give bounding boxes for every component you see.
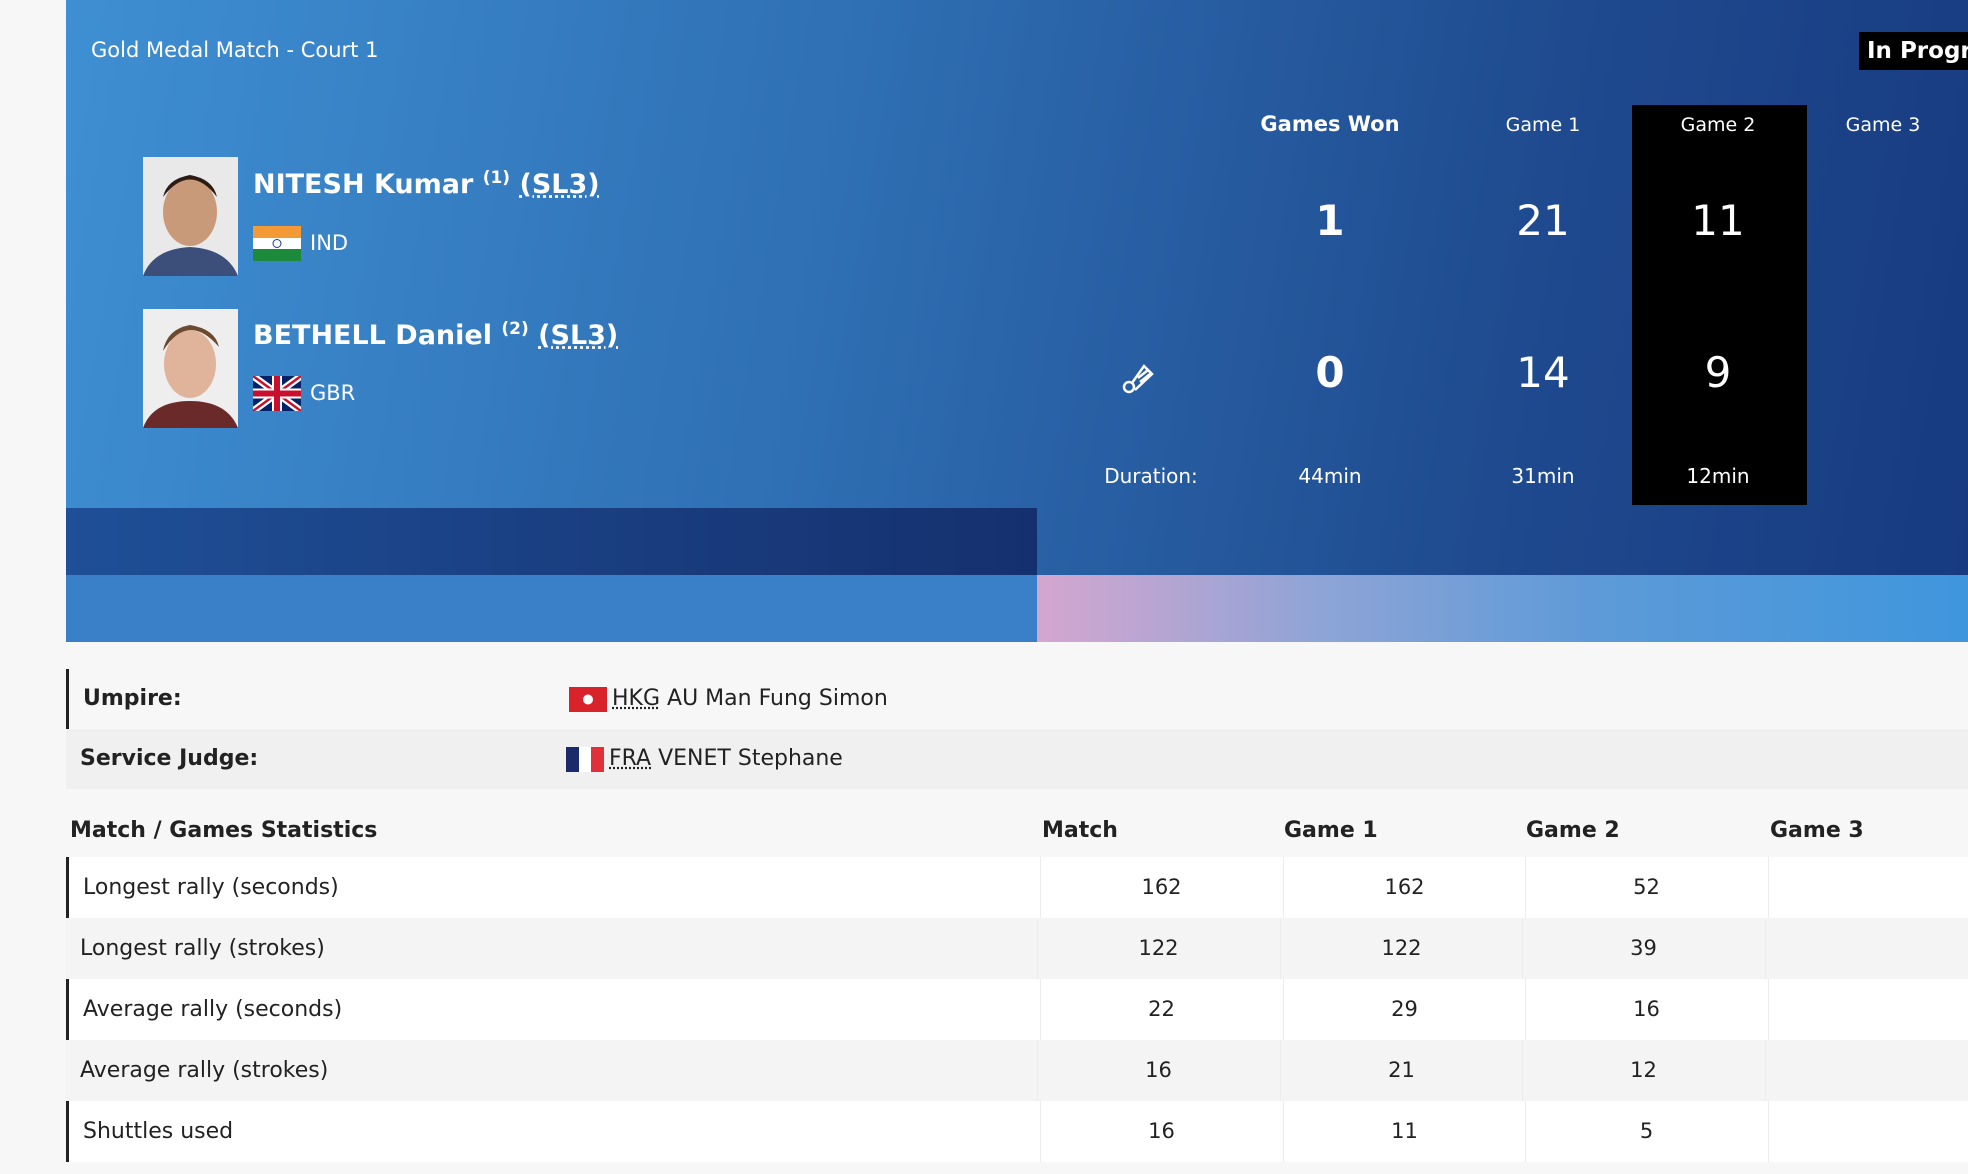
stats-header: Game 1 <box>1284 818 1378 843</box>
match-title: Gold Medal Match - Court 1 <box>91 38 378 62</box>
sport-class: (SL3) <box>519 169 599 200</box>
official-name: FRA VENET Stephane <box>609 729 843 789</box>
stat-value: 162 <box>1040 857 1283 918</box>
official-country: FRA <box>609 746 651 771</box>
official-row: Service Judge: FRA VENET Stephane <box>66 729 1968 789</box>
stat-value: 162 <box>1283 857 1526 918</box>
stats-row: Longest rally (strokes) 122 122 39 <box>66 918 1968 979</box>
stat-value: 12 <box>1522 1040 1765 1101</box>
cell-divider <box>1765 1040 1766 1101</box>
sport-class: (SL3) <box>538 320 618 351</box>
stat-value: 16 <box>1037 1040 1280 1101</box>
stats-header: Match <box>1042 818 1118 843</box>
player-photo <box>143 157 238 276</box>
games-won: 0 <box>1230 348 1430 397</box>
stat-value: 22 <box>1040 979 1283 1040</box>
duration: 31min <box>1443 464 1643 488</box>
stat-value: 16 <box>1525 979 1768 1040</box>
column-header: Games Won <box>1230 112 1430 136</box>
stats-row: Shuttles used 16 11 5 <box>66 1101 1968 1162</box>
serve-indicator <box>1120 360 1156 396</box>
band <box>66 575 1037 642</box>
official-name-text: VENET Stephane <box>658 746 843 771</box>
stat-value: 16 <box>1040 1101 1283 1162</box>
flag-hkg <box>569 687 607 712</box>
stat-value: 52 <box>1525 857 1768 918</box>
cell-divider <box>1768 979 1769 1040</box>
games-won: 1 <box>1230 196 1430 245</box>
flag-gbr <box>253 376 301 411</box>
game-score: 21 <box>1443 196 1643 245</box>
stat-label: Shuttles used <box>83 1101 233 1162</box>
stat-label: Longest rally (strokes) <box>80 918 325 979</box>
player-name: BETHELL Daniel (2) (SL3) <box>253 319 618 351</box>
official-country: HKG <box>612 686 660 711</box>
stats-header: Game 2 <box>1526 818 1620 843</box>
game-score: 9 <box>1618 348 1818 397</box>
game-score: 14 <box>1443 348 1643 397</box>
duration: 12min <box>1618 464 1818 488</box>
cell-divider <box>1768 1101 1769 1162</box>
flag-fra <box>566 747 604 772</box>
column-header: Game 3 <box>1783 114 1968 136</box>
flag-ind <box>253 226 301 261</box>
stats-row: Average rally (seconds) 22 29 16 <box>66 979 1968 1040</box>
band <box>1037 575 1968 642</box>
status-badge: In Progress <box>1859 32 1968 70</box>
stat-value: 122 <box>1037 918 1280 979</box>
stats-header: Game 3 <box>1770 818 1864 843</box>
seed: (2) <box>501 319 528 339</box>
stats-row: Longest rally (seconds) 162 162 52 <box>66 857 1968 918</box>
official-role: Service Judge: <box>80 729 258 789</box>
player-name-text: NITESH Kumar <box>253 169 473 200</box>
cell-divider <box>1768 857 1769 918</box>
stat-label: Average rally (strokes) <box>80 1040 328 1101</box>
stat-value: 21 <box>1280 1040 1523 1101</box>
stat-value: 122 <box>1280 918 1523 979</box>
country-code: GBR <box>310 381 355 405</box>
official-name: HKG AU Man Fung Simon <box>612 669 888 729</box>
band <box>66 508 1037 575</box>
cell-divider <box>1765 918 1766 979</box>
player-photo <box>143 309 238 428</box>
stat-value: 29 <box>1283 979 1526 1040</box>
official-row: Umpire: HKG AU Man Fung Simon <box>66 669 1968 729</box>
seed: (1) <box>483 168 510 188</box>
duration-label: Duration: <box>1051 464 1251 488</box>
player-name-text: BETHELL Daniel <box>253 320 492 351</box>
stat-label: Longest rally (seconds) <box>83 857 339 918</box>
player-name: NITESH Kumar (1) (SL3) <box>253 168 600 200</box>
stat-value: 11 <box>1283 1101 1526 1162</box>
stats-row: Average rally (strokes) 16 21 12 <box>66 1040 1968 1101</box>
stats-header: Match / Games Statistics <box>70 818 377 843</box>
official-role: Umpire: <box>83 669 182 729</box>
stat-value: 39 <box>1522 918 1765 979</box>
official-name-text: AU Man Fung Simon <box>667 686 888 711</box>
country-code: IND <box>310 231 348 255</box>
game-score: 11 <box>1618 196 1818 245</box>
column-header: Game 1 <box>1443 114 1643 136</box>
stat-label: Average rally (seconds) <box>83 979 342 1040</box>
stat-value: 5 <box>1525 1101 1768 1162</box>
duration: 44min <box>1230 464 1430 488</box>
current-game-highlight <box>1632 105 1807 505</box>
